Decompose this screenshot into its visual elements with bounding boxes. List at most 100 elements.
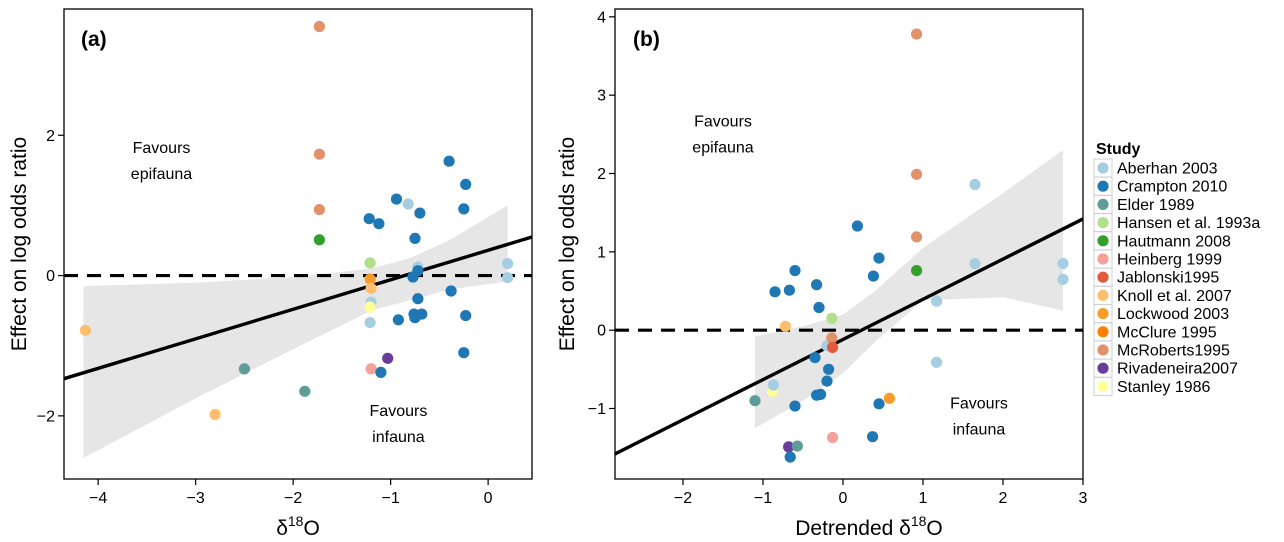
- panel-a-point: [502, 272, 514, 284]
- panel-b-x-tick-label: 1: [919, 490, 928, 507]
- legend-key-marker: [1097, 380, 1109, 392]
- legend-entry-label: Knoll et al. 2007: [1117, 288, 1232, 305]
- panel-a-point: [313, 234, 325, 246]
- panel-b-point: [911, 168, 923, 180]
- legend-key-marker: [1097, 344, 1109, 356]
- panel-a-y-tick-label: 2: [46, 128, 55, 145]
- panel-a-annotation-line: epifauna: [131, 166, 192, 183]
- panel-b-point: [823, 363, 835, 375]
- panel-b-y-axis-label: Effect on log odds ratio: [556, 137, 579, 351]
- panel-a-point: [412, 293, 424, 305]
- panel-b-point: [779, 320, 792, 332]
- panel-b-point: [815, 388, 827, 400]
- legend-entry-label: Lockwood 2003: [1117, 306, 1229, 323]
- legend-entry-label: Crampton 2010: [1117, 179, 1227, 196]
- panel-b-point: [867, 270, 880, 282]
- panel-b-point: [783, 441, 795, 453]
- panel-a-annotation-line: infauna: [372, 429, 425, 446]
- panel-a-x-axis-label-sup: 18: [288, 513, 304, 529]
- panel-b-point: [811, 279, 823, 291]
- panel-b-band-layer: [755, 150, 1063, 429]
- legend-key-marker: [1097, 253, 1109, 265]
- panel-b-point: [813, 301, 825, 314]
- panel-b-x-axis-label-sup: 18: [911, 513, 927, 529]
- panel-a-point: [313, 20, 325, 33]
- panel-b-annotation: Favours infauna: [950, 396, 1008, 439]
- panel-a-point: [375, 366, 387, 378]
- panel-b-point: [789, 265, 801, 277]
- panel-a-x-axis-label: δ18O: [276, 513, 320, 540]
- panel-a-x-axis-label-tail: O: [303, 517, 319, 540]
- panel-b-point: [821, 375, 833, 387]
- panel-a-y-axis-label: Effect on log odds ratio: [8, 137, 31, 351]
- panel-b-point: [883, 392, 896, 404]
- legend-key-marker: [1097, 326, 1109, 338]
- legend-entry-label: Elder 1989: [1117, 197, 1194, 214]
- panel-b-y-tick-label: −1: [588, 401, 606, 418]
- legend-entry-label: McRoberts1995: [1117, 343, 1230, 360]
- panel-b-x-tick-label: 2: [999, 490, 1008, 507]
- panel-a-point: [364, 317, 376, 329]
- panel-a-point: [402, 198, 414, 210]
- legend-key-marker: [1097, 235, 1109, 247]
- panel-b-annotation-line: epifauna: [692, 140, 753, 157]
- panel-a-point: [502, 258, 514, 270]
- panel-a-point: [445, 285, 457, 297]
- panel-b-y-tick-label: 3: [597, 88, 606, 105]
- panel-b-point: [851, 220, 864, 232]
- panel-b-point: [969, 178, 981, 191]
- panel-b-point: [767, 379, 780, 391]
- panel-a-point: [382, 352, 394, 364]
- panel-b-confidence-band: [755, 150, 1063, 429]
- panel-a-y-tick-label: 0: [46, 268, 55, 285]
- panel-b-regression-line: [614, 217, 1084, 456]
- panel-b-point: [827, 341, 839, 353]
- legend-entry-label: Jablonski1995: [1117, 270, 1219, 287]
- panel-a-point: [460, 310, 472, 322]
- panel-a-point: [409, 232, 421, 244]
- panel-b-point: [809, 352, 821, 364]
- panel-b-annotation-line: infauna: [953, 422, 1006, 439]
- panel-a-x-tick-label: −3: [187, 490, 205, 507]
- legend-entry-label: Hautmann 2008: [1117, 233, 1231, 250]
- panel-a-annotation-line: Favours: [133, 140, 191, 157]
- panel-b-y-tick-label: 2: [597, 166, 606, 183]
- legend-title: Study: [1096, 141, 1141, 158]
- panel-b-points-layer: [749, 28, 1069, 463]
- legend-key-marker: [1097, 198, 1109, 210]
- panel-a-ticks-layer: −4 −3 −2 −1 0 −2 0 2: [37, 128, 493, 507]
- panel-a-annotation-line: Favours: [370, 403, 428, 420]
- panel-a-point: [407, 271, 419, 283]
- panel-b-x-tick-label: −1: [754, 490, 772, 507]
- panel-a-point: [364, 273, 376, 285]
- panel-a-y-tick-label: −2: [37, 408, 55, 425]
- legend-key-marker: [1097, 180, 1109, 192]
- panel-b-letter: (b): [633, 28, 660, 51]
- panel-a-point: [392, 314, 404, 326]
- panel-b-x-axis-label: Detrended δ18O: [795, 513, 943, 540]
- panel-a-x-tick-label: 0: [484, 490, 493, 507]
- panel-a-point: [460, 178, 472, 190]
- panel-a-point: [365, 282, 377, 294]
- panel-b-point: [873, 252, 885, 264]
- legend-entry-label: Heinberg 1999: [1117, 252, 1222, 269]
- panel-a-annotation: Favours epifauna: [131, 140, 192, 183]
- legend-entry-label: Hansen et al. 1993a: [1117, 215, 1260, 232]
- panel-a-point: [299, 385, 311, 397]
- panel-a-point: [313, 148, 325, 160]
- legend-key-marker: [1097, 162, 1109, 174]
- panel-a-point: [390, 193, 403, 205]
- panel-b-annotations-layer: Favours epifauna Favours infauna: [692, 114, 1008, 439]
- panel-a-annotation: Favours infauna: [370, 403, 428, 446]
- panel-b-annotation-line: Favours: [950, 396, 1008, 413]
- panel-a-frame: [63, 8, 533, 480]
- panel-a-point: [458, 347, 470, 359]
- panel-a-x-tick-label: −2: [284, 490, 302, 507]
- panel-b-x-tick-label: 0: [839, 490, 848, 507]
- panel-b-point: [911, 265, 923, 277]
- panel-a-point: [364, 257, 376, 269]
- panel-b-point: [827, 431, 839, 444]
- panel-b-point: [791, 440, 804, 452]
- panel-a-point: [373, 218, 385, 230]
